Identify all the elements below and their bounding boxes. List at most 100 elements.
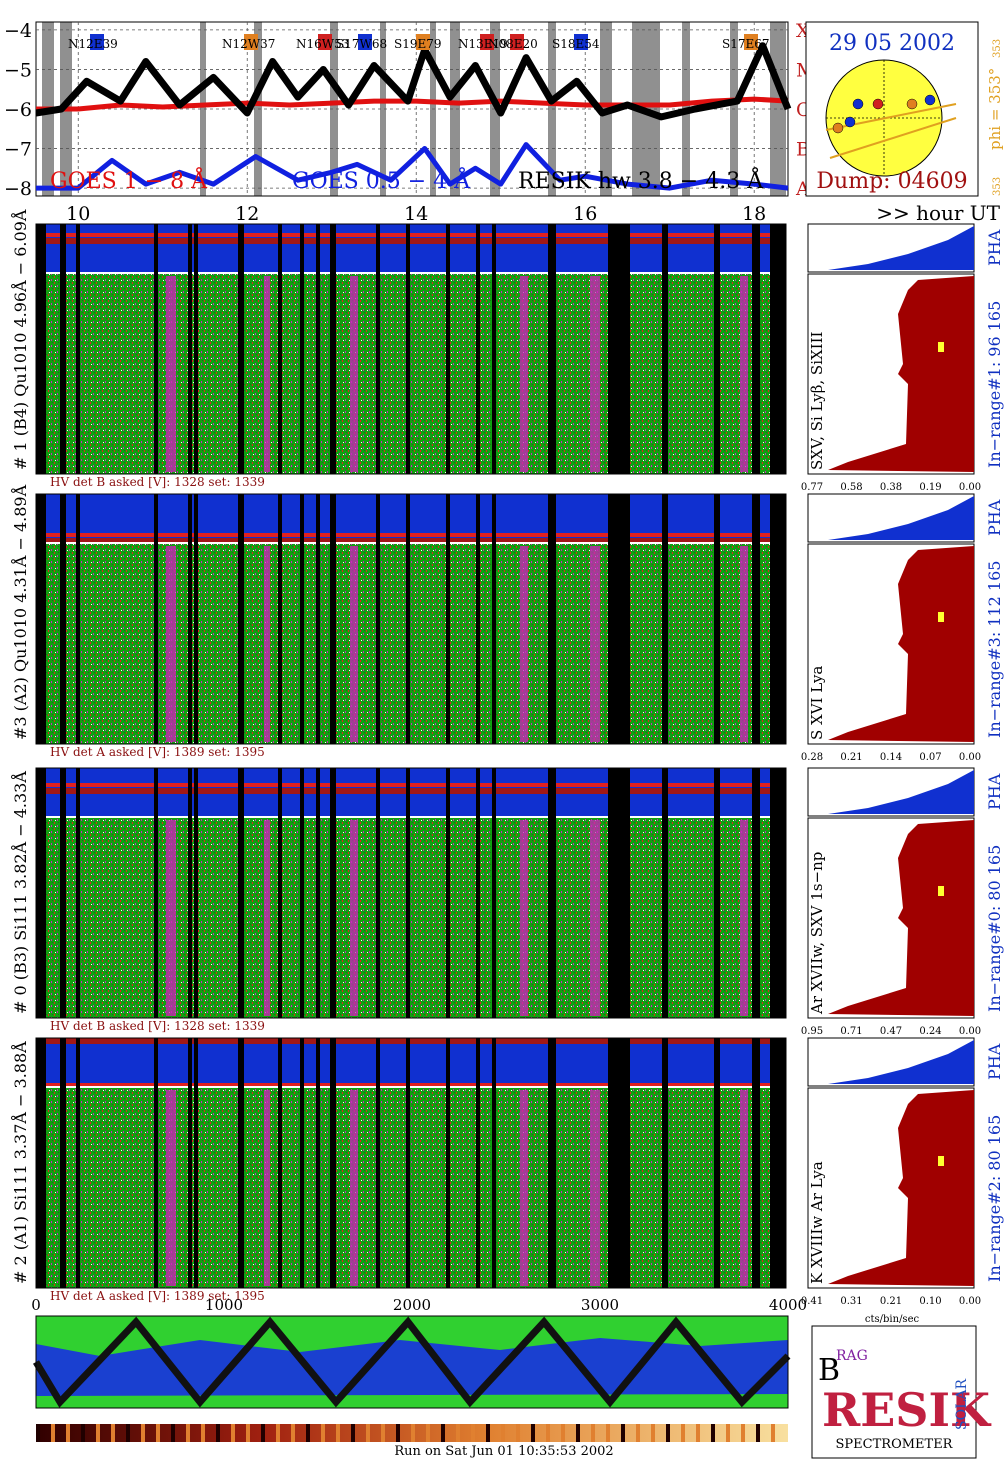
flare-column — [520, 546, 528, 742]
goes-lightcurve-panel: −4−5−6−7−8XMCBA1012141618>> hour UTN12E3… — [4, 20, 1001, 225]
data-gap — [608, 494, 630, 744]
spectrum-map — [36, 818, 786, 1018]
heat-strip-segment — [591, 1424, 595, 1442]
data-gap — [60, 224, 66, 474]
data-gap — [770, 494, 786, 744]
heat-strip-segment — [261, 1424, 265, 1442]
data-gap — [188, 1038, 192, 1288]
data-gap — [188, 494, 192, 744]
histogram-tick-label: 0.21 — [880, 1296, 902, 1307]
data-gap — [770, 1038, 786, 1288]
logo-letters-resik: RESIK — [822, 1383, 992, 1437]
x-tick-label: 18 — [742, 203, 766, 225]
count-marker — [938, 612, 944, 622]
hv-status: HV det A asked [V]: 1389 set: 1395 — [50, 1289, 265, 1303]
data-gap — [238, 224, 244, 474]
data-gap — [492, 494, 496, 744]
heat-strip-segment — [171, 1424, 175, 1442]
histogram-tick-label: 0.21 — [840, 752, 862, 763]
x-tick-label: 14 — [404, 203, 428, 225]
count-marker — [938, 1156, 944, 1166]
count-histogram — [828, 276, 974, 472]
heat-strip-segment — [426, 1424, 430, 1442]
phi-angle: phi = 353° — [986, 68, 1004, 150]
heat-strip-segment — [771, 1424, 775, 1442]
data-gap — [154, 494, 158, 744]
data-gap — [330, 768, 336, 1018]
data-gap — [188, 768, 192, 1018]
bottom-axis-tick: 3000 — [581, 1296, 619, 1314]
count-histogram — [828, 546, 974, 742]
pha-histogram — [828, 226, 974, 270]
data-gap — [714, 494, 720, 744]
data-gap — [330, 1038, 336, 1288]
flare-column — [590, 546, 600, 742]
y-tick-label: −7 — [4, 139, 32, 161]
hv-status: HV det B asked [V]: 1328 set: 1339 — [50, 1019, 265, 1033]
histogram-tick-label: 0.77 — [801, 482, 823, 493]
active-region-dot — [832, 122, 844, 134]
data-gap — [194, 224, 198, 474]
heat-strip-segment — [156, 1424, 160, 1442]
heat-strip-segment — [381, 1424, 385, 1442]
detector-label: # 1 (B4) Qu1010 4.96Å − 6.09Å — [10, 209, 30, 470]
pha-histogram — [828, 770, 974, 814]
pha-label: PHA — [985, 229, 1004, 266]
phi-small: 353 — [992, 177, 1003, 196]
data-gap — [492, 768, 496, 1018]
logo-letters-rag: RAG — [836, 1348, 868, 1364]
flare-column — [166, 820, 176, 1016]
histogram-tick-label: 0.14 — [880, 752, 902, 763]
histogram-tick-label: 0.00 — [959, 752, 981, 763]
heat-strip-segment — [516, 1424, 520, 1442]
y-tick-label: −4 — [4, 20, 32, 42]
active-region-marker — [510, 34, 524, 50]
y-tick-label: −8 — [4, 178, 32, 200]
data-gap — [770, 224, 786, 474]
gap-band — [330, 22, 338, 196]
heat-strip-segment — [351, 1424, 355, 1442]
active-region-label: S17E67 — [722, 37, 770, 51]
active-region-marker — [244, 34, 258, 50]
flare-column — [350, 546, 358, 742]
data-gap — [376, 494, 380, 744]
data-gap — [476, 494, 480, 744]
data-gap — [752, 224, 760, 474]
data-gap — [316, 494, 320, 744]
flare-column — [740, 546, 748, 742]
flare-column — [350, 820, 358, 1016]
phi-value: 353 — [992, 39, 1003, 58]
flare-column — [264, 276, 270, 472]
gap-band — [770, 22, 786, 196]
detector-panel: # 2 (A1) Si111 3.37Å − 3.88Å HV det A ask… — [10, 1037, 1004, 1307]
heat-strip-segment — [711, 1424, 715, 1442]
data-gap — [278, 224, 282, 474]
heat-strip-segment — [456, 1424, 460, 1442]
data-gap — [714, 224, 720, 474]
detector-panel: #3 (A2) Qu1010 4.31Å − 4.89Å HV det A ask… — [10, 484, 1004, 763]
data-gap — [76, 1038, 80, 1288]
y-tick-label: −6 — [4, 99, 32, 121]
flare-column — [520, 820, 528, 1016]
in-range-label: In−range#2: 80 165 — [985, 1115, 1004, 1282]
data-gap — [316, 1038, 320, 1288]
scan-map-frame — [35, 1315, 789, 1409]
data-gap — [330, 224, 336, 474]
detector-frame — [35, 1037, 787, 1289]
histogram-tick-label: 0.10 — [919, 1296, 941, 1307]
data-gap — [406, 494, 410, 744]
data-gap — [194, 1038, 198, 1288]
bottom-axis-tick: 4000 — [769, 1296, 807, 1314]
observation-date: 29 05 2002 — [829, 31, 955, 56]
active-region-label: S18E54 — [552, 37, 600, 51]
heat-strip-segment — [51, 1424, 55, 1442]
heat-strip-segment — [141, 1424, 145, 1442]
histogram-tick-label: 0.07 — [919, 752, 941, 763]
spectral-lines-label: K XVIIIw Ar Lya — [808, 1161, 826, 1284]
data-gap — [316, 768, 320, 1018]
scan-zigzag-line — [32, 1316, 791, 1408]
logo-letter-b: B — [818, 1353, 840, 1388]
hour-ut-label: >> hour UT — [876, 201, 1000, 225]
data-gap — [406, 768, 410, 1018]
